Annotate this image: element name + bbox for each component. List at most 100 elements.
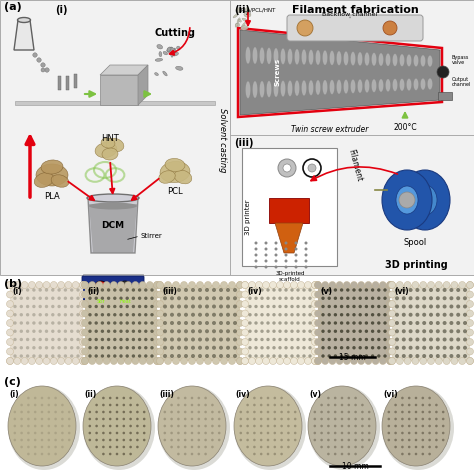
Circle shape xyxy=(20,404,23,407)
Circle shape xyxy=(270,357,276,365)
Circle shape xyxy=(350,281,357,288)
Circle shape xyxy=(272,338,276,341)
Circle shape xyxy=(340,288,343,292)
Circle shape xyxy=(436,321,440,325)
Circle shape xyxy=(346,346,349,349)
Circle shape xyxy=(311,319,319,327)
Circle shape xyxy=(138,321,141,325)
Circle shape xyxy=(144,305,147,308)
Circle shape xyxy=(58,281,64,288)
Circle shape xyxy=(294,241,298,245)
Ellipse shape xyxy=(322,50,328,65)
Circle shape xyxy=(436,337,440,341)
Circle shape xyxy=(320,425,323,427)
Circle shape xyxy=(126,321,129,325)
Circle shape xyxy=(184,321,188,325)
Circle shape xyxy=(401,404,404,407)
Circle shape xyxy=(13,346,17,349)
Circle shape xyxy=(156,329,164,336)
Circle shape xyxy=(82,357,89,365)
Circle shape xyxy=(466,357,474,365)
Circle shape xyxy=(402,288,406,292)
Circle shape xyxy=(383,321,387,325)
Circle shape xyxy=(95,411,98,413)
Circle shape xyxy=(122,286,128,290)
Circle shape xyxy=(41,439,43,441)
Circle shape xyxy=(45,354,48,357)
Circle shape xyxy=(248,329,252,333)
Circle shape xyxy=(350,357,357,365)
Circle shape xyxy=(287,418,290,420)
Circle shape xyxy=(170,404,173,407)
Circle shape xyxy=(47,432,50,434)
Circle shape xyxy=(246,446,249,448)
Circle shape xyxy=(233,354,237,358)
Circle shape xyxy=(156,300,164,307)
Circle shape xyxy=(276,281,283,288)
Circle shape xyxy=(163,288,167,292)
Circle shape xyxy=(110,357,117,365)
Text: 3D printing: 3D printing xyxy=(385,260,448,270)
Circle shape xyxy=(51,321,55,325)
Circle shape xyxy=(233,296,237,300)
Circle shape xyxy=(354,404,357,407)
Circle shape xyxy=(45,288,48,292)
Circle shape xyxy=(260,305,264,308)
Circle shape xyxy=(7,281,13,288)
Circle shape xyxy=(466,348,474,355)
Circle shape xyxy=(47,439,50,441)
Circle shape xyxy=(100,321,104,325)
Ellipse shape xyxy=(102,148,118,160)
Circle shape xyxy=(248,357,255,365)
Circle shape xyxy=(402,305,406,308)
Circle shape xyxy=(95,446,98,448)
Circle shape xyxy=(51,288,55,292)
Circle shape xyxy=(321,288,325,292)
Circle shape xyxy=(76,297,80,300)
Circle shape xyxy=(327,446,330,448)
Circle shape xyxy=(45,346,48,349)
Circle shape xyxy=(321,338,325,341)
Circle shape xyxy=(102,439,105,441)
Circle shape xyxy=(38,288,42,292)
Ellipse shape xyxy=(235,23,240,27)
Circle shape xyxy=(422,337,426,341)
Circle shape xyxy=(163,313,167,317)
Circle shape xyxy=(334,439,337,441)
Circle shape xyxy=(428,404,431,407)
Circle shape xyxy=(354,411,357,413)
Circle shape xyxy=(129,418,132,420)
Ellipse shape xyxy=(158,386,226,466)
Circle shape xyxy=(82,281,89,288)
Circle shape xyxy=(311,329,319,336)
Circle shape xyxy=(122,446,125,448)
Circle shape xyxy=(212,354,216,358)
Circle shape xyxy=(198,346,202,350)
Circle shape xyxy=(253,397,255,399)
Circle shape xyxy=(395,305,399,308)
Circle shape xyxy=(388,425,390,427)
Circle shape xyxy=(129,453,132,456)
Circle shape xyxy=(248,354,252,357)
Circle shape xyxy=(164,281,172,288)
Circle shape xyxy=(218,411,220,413)
Circle shape xyxy=(352,297,356,300)
Circle shape xyxy=(129,432,132,434)
Circle shape xyxy=(260,354,264,357)
Circle shape xyxy=(402,329,406,333)
Circle shape xyxy=(361,439,364,441)
Text: PLA: PLA xyxy=(44,192,60,201)
Circle shape xyxy=(103,281,110,288)
Circle shape xyxy=(41,432,43,434)
Circle shape xyxy=(32,338,36,341)
Circle shape xyxy=(389,281,395,288)
Circle shape xyxy=(129,397,132,399)
Circle shape xyxy=(443,296,447,300)
Circle shape xyxy=(13,425,16,427)
Circle shape xyxy=(358,354,362,357)
Circle shape xyxy=(226,354,230,358)
Circle shape xyxy=(365,338,368,341)
Circle shape xyxy=(13,418,16,420)
Circle shape xyxy=(113,354,117,357)
Circle shape xyxy=(419,357,427,365)
